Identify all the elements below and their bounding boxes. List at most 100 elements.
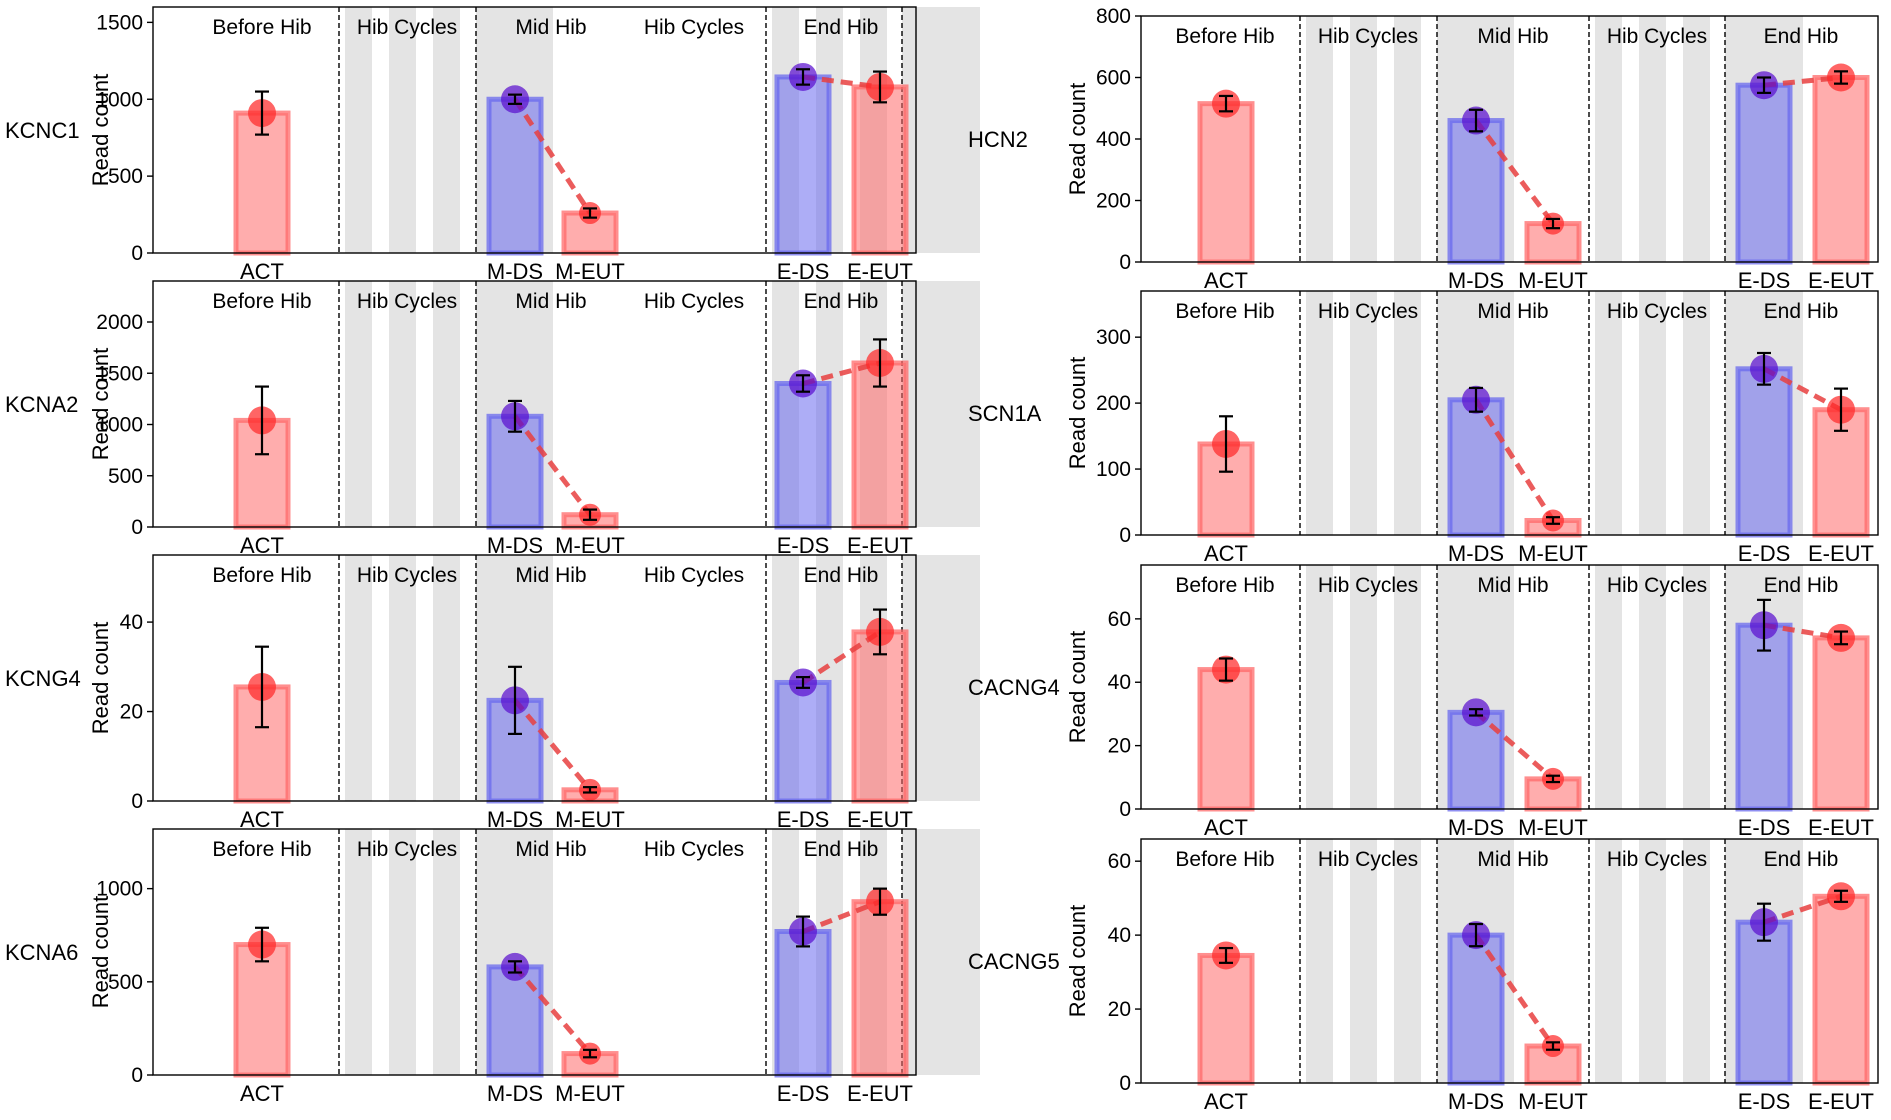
y-tick-label: 0 bbox=[131, 790, 143, 813]
phase-label: End Hib bbox=[804, 16, 879, 39]
bar-act bbox=[1197, 667, 1255, 812]
phase-label: Before Hib bbox=[1175, 574, 1274, 597]
hib-cycle-stripe bbox=[345, 829, 372, 1075]
panel-kcng4: 0 20 40 Before Hib Hib Cycles Mid Hib Hib Cycl… bbox=[5, 554, 980, 832]
hib-cycle-stripe bbox=[1639, 839, 1666, 1083]
phase-label: Hib Cycles bbox=[357, 838, 457, 861]
x-tick-label: E-EUT bbox=[1808, 541, 1874, 566]
phase-label: Before Hib bbox=[212, 290, 311, 313]
y-tick-label: 500 bbox=[108, 465, 143, 488]
phase-label: Before Hib bbox=[1175, 848, 1274, 871]
phase-label: End Hib bbox=[1764, 25, 1839, 48]
hib-cycle-stripe bbox=[433, 281, 460, 527]
x-tick-label: E-DS bbox=[777, 807, 830, 832]
gene-label: KCNC1 bbox=[5, 118, 80, 143]
y-tick-label: 1000 bbox=[96, 414, 143, 437]
x-tick-label: M-DS bbox=[1448, 1089, 1504, 1114]
x-tick-label: E-DS bbox=[777, 1081, 830, 1106]
x-tick-label: E-DS bbox=[1738, 815, 1791, 840]
phase-label: Before Hib bbox=[212, 564, 311, 587]
bar-e-eut bbox=[851, 899, 909, 1078]
x-tick-label: M-EUT bbox=[1518, 268, 1588, 293]
phase-label: Mid Hib bbox=[1477, 574, 1548, 597]
y-axis-label: Read count bbox=[1065, 357, 1090, 470]
x-tick-label: ACT bbox=[240, 807, 284, 832]
phase-label: Before Hib bbox=[212, 16, 311, 39]
trend-line bbox=[512, 97, 593, 215]
phase-label: Hib Cycles bbox=[1318, 25, 1418, 48]
y-tick-label: 20 bbox=[120, 701, 143, 724]
hib-cycle-stripe bbox=[1306, 291, 1333, 535]
bar-e-ds bbox=[1735, 82, 1793, 265]
hib-cycle-stripe bbox=[433, 7, 460, 253]
hib-cycle-stripe bbox=[1595, 291, 1622, 535]
x-tick-label: M-EUT bbox=[1518, 1089, 1588, 1114]
x-tick-label: E-EUT bbox=[847, 1081, 913, 1106]
y-tick-label: 60 bbox=[1108, 608, 1131, 631]
phase-label: Mid Hib bbox=[515, 564, 586, 587]
phase-label: Before Hib bbox=[212, 838, 311, 861]
x-tick-label: M-EUT bbox=[555, 1081, 625, 1106]
plot-frame bbox=[152, 828, 917, 1076]
phase-label: End Hib bbox=[1764, 574, 1839, 597]
panel-kcna2: 0 500 1000 1500 2000 Before Hib Hib Cycles Mid … bbox=[5, 280, 980, 558]
gene-label: HCN2 bbox=[968, 127, 1028, 152]
phase-label: End Hib bbox=[804, 290, 879, 313]
x-tick-label: M-DS bbox=[487, 533, 543, 558]
x-tick-label: ACT bbox=[240, 533, 284, 558]
hib-cycle-stripe bbox=[1639, 291, 1666, 535]
hib-cycle-stripe bbox=[1595, 16, 1622, 262]
hib-cycle-stripe bbox=[1639, 16, 1666, 262]
x-tick-label: ACT bbox=[1204, 1089, 1248, 1114]
panel-hcn2: 0 200 400 600 800 Before Hib Hib Cycles Mid Hib… bbox=[968, 5, 1879, 293]
bar-e-ds bbox=[1735, 622, 1793, 812]
gene-label: CACNG4 bbox=[968, 675, 1060, 700]
trend-line bbox=[513, 965, 592, 1056]
x-tick-label: M-EUT bbox=[555, 533, 625, 558]
x-tick-label: ACT bbox=[240, 1081, 284, 1106]
phase-label: Hib Cycles bbox=[357, 564, 457, 587]
phase-label: End Hib bbox=[804, 564, 879, 587]
y-tick-label: 500 bbox=[108, 971, 143, 994]
y-axis-label: Read count bbox=[1065, 631, 1090, 744]
phase-label: End Hib bbox=[804, 838, 879, 861]
x-tick-label: E-EUT bbox=[847, 533, 913, 558]
hib-cycle-stripe bbox=[389, 281, 416, 527]
x-tick-label: M-EUT bbox=[555, 807, 625, 832]
y-tick-label: 800 bbox=[1096, 5, 1131, 28]
phase-label: Hib Cycles bbox=[644, 290, 744, 313]
plot-frame bbox=[152, 6, 917, 254]
hib-cycle-stripe bbox=[1683, 16, 1710, 262]
torpor-shading bbox=[902, 7, 980, 253]
hib-cycle-stripe bbox=[345, 281, 372, 527]
phase-label: Hib Cycles bbox=[1318, 848, 1418, 871]
y-tick-label: 1500 bbox=[96, 362, 143, 385]
torpor-shading bbox=[902, 281, 980, 527]
x-tick-label: ACT bbox=[1204, 815, 1248, 840]
trend-line bbox=[1473, 119, 1556, 226]
plot-frame bbox=[152, 280, 917, 528]
x-tick-label: M-DS bbox=[487, 259, 543, 284]
x-tick-label: E-DS bbox=[1738, 268, 1791, 293]
panel-scn1a: 0 100 200 300 Before Hib Hib Cycles Mid Hib Hib… bbox=[968, 290, 1879, 566]
phase-label: Mid Hib bbox=[515, 290, 586, 313]
x-tick-label: ACT bbox=[240, 259, 284, 284]
gene-label: KCNG4 bbox=[5, 666, 81, 691]
panel-kcna6: 0 500 1000 Before Hib Hib Cycles Mid Hib Hib C… bbox=[5, 828, 980, 1106]
phase-label: Before Hib bbox=[1175, 25, 1274, 48]
x-tick-label: M-DS bbox=[487, 1081, 543, 1106]
hib-cycle-stripe bbox=[345, 7, 372, 253]
hib-cycle-stripe bbox=[389, 7, 416, 253]
x-tick-label: M-EUT bbox=[555, 259, 625, 284]
y-tick-label: 40 bbox=[1108, 924, 1131, 947]
y-tick-label: 20 bbox=[1108, 998, 1131, 1021]
bar-e-ds bbox=[1735, 366, 1793, 538]
hib-cycle-stripe bbox=[1394, 565, 1421, 809]
x-tick-label: M-DS bbox=[1448, 541, 1504, 566]
y-tick-label: 40 bbox=[1108, 671, 1131, 694]
bar-m-ds bbox=[486, 964, 544, 1078]
y-tick-label: 0 bbox=[1119, 798, 1131, 821]
y-tick-label: 40 bbox=[120, 611, 143, 634]
gene-label: KCNA2 bbox=[5, 392, 78, 417]
